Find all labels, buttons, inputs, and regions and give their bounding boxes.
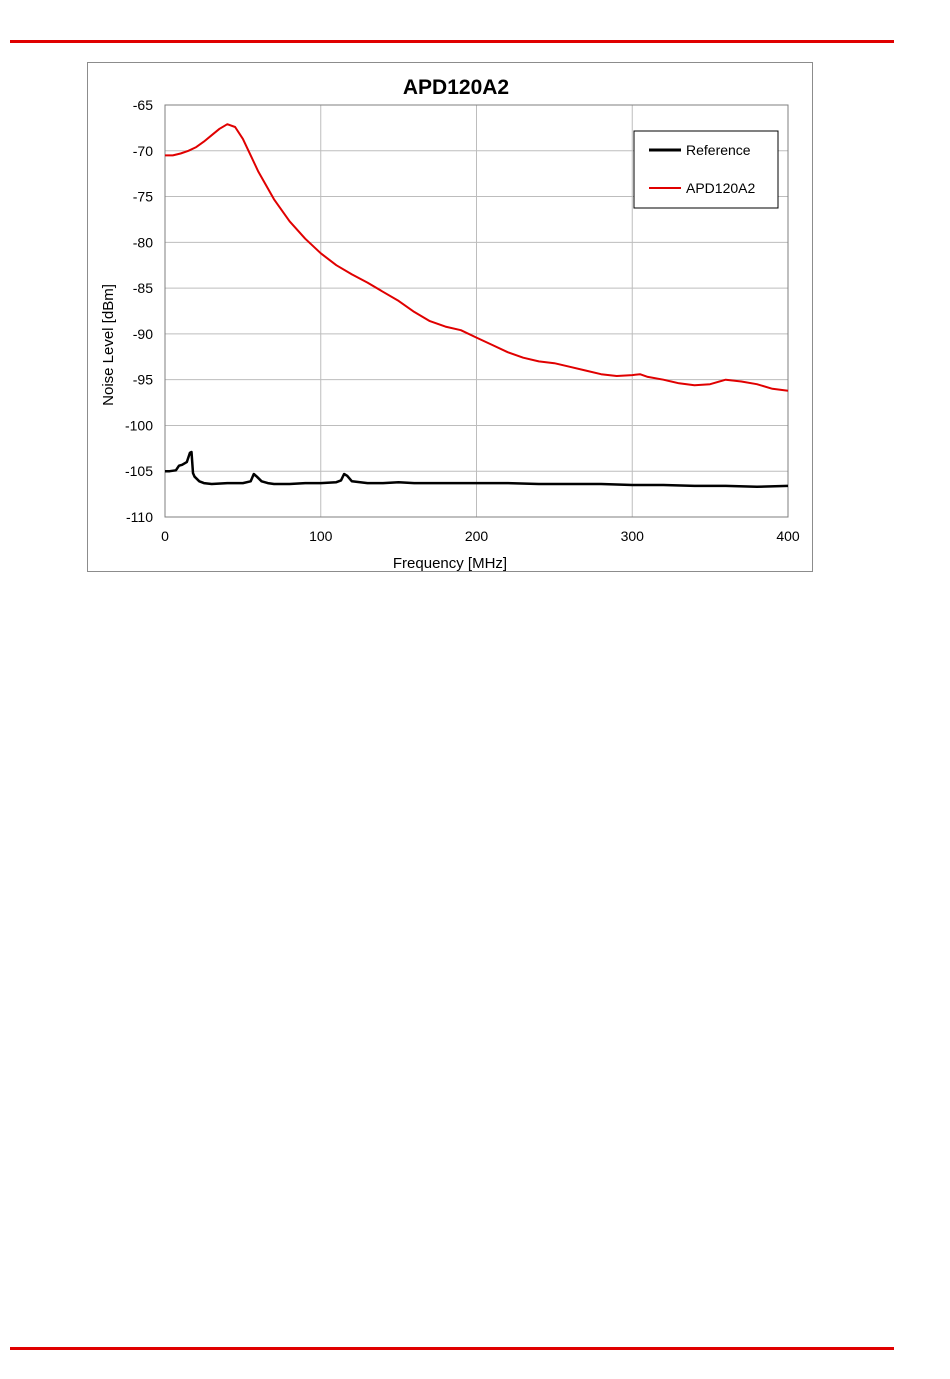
legend: Reference APD120A2 — [633, 130, 779, 209]
y-tick-label: -75 — [133, 189, 153, 205]
plot-area-border — [164, 104, 789, 518]
ticks-layer: 0 100 200 300 400 -65 -70 -75 -80 -85 -90 -95 -100 -1… — [125, 97, 800, 544]
x-tick-label: 300 — [621, 528, 645, 544]
legend-label-reference: Reference — [686, 142, 751, 158]
y-tick-label: -95 — [133, 372, 153, 388]
y-tick-label: -65 — [133, 97, 153, 113]
legend-label-apd120a2: APD120A2 — [686, 180, 755, 196]
chart-title: APD120A2 — [403, 76, 509, 99]
y-tick-label: -110 — [126, 509, 153, 525]
y-tick-label: -80 — [133, 234, 153, 250]
x-tick-label: 200 — [465, 528, 489, 544]
bottom-divider-line — [10, 1347, 894, 1350]
top-divider-line — [10, 40, 894, 43]
chart-frame: 0 100 200 300 400 -65 -70 -75 -80 -85 -90 -95 -100 -1… — [87, 62, 813, 572]
y-tick-label: -105 — [125, 463, 153, 479]
x-tick-label: 400 — [776, 528, 800, 544]
series-line-reference — [165, 450, 789, 489]
legend-box — [633, 130, 779, 209]
series-layer — [165, 123, 789, 489]
y-tick-label: -70 — [133, 143, 153, 159]
y-tick-label: -100 — [125, 417, 153, 433]
x-axis-title: Frequency [MHz] — [393, 555, 507, 572]
y-axis-title: Noise Level [dBm] — [100, 284, 117, 406]
y-tick-label: -85 — [133, 280, 153, 296]
y-tick-label: -90 — [133, 326, 153, 342]
series-line-apd120a2 — [165, 123, 789, 392]
noise-level-chart: 0 100 200 300 400 -65 -70 -75 -80 -85 -90 -95 -100 -1… — [100, 76, 800, 572]
x-tick-label: 100 — [309, 528, 333, 544]
x-tick-label: 0 — [161, 528, 169, 544]
